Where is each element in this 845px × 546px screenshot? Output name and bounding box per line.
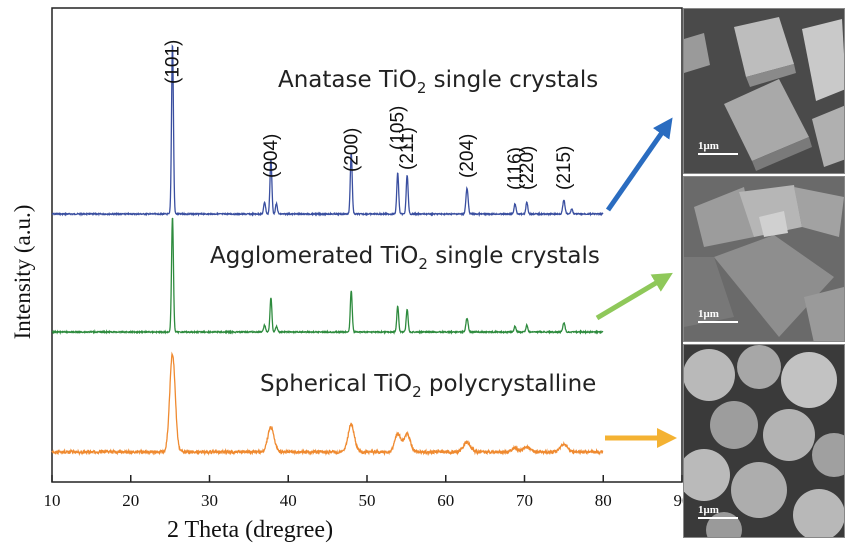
- peak-label: (200): [341, 128, 362, 172]
- y-axis-label: Intensity (a.u.): [10, 205, 35, 340]
- sem-1-scale-bar: 1μm: [698, 140, 760, 155]
- x-tick-label: 60: [437, 491, 454, 510]
- peak-label: (204): [457, 134, 478, 178]
- series-labels: Anatase TiO2 single crystals Agglomerated…: [210, 67, 600, 401]
- x-ticks: 10 20 30 40 50 60 70 80 90: [44, 475, 691, 510]
- x-tick-label: 80: [595, 491, 612, 510]
- series-label-3: Spherical TiO2 polycrystalline: [260, 371, 596, 401]
- sem-1-texture: [684, 9, 844, 173]
- series-layer: [51, 44, 604, 457]
- sem-image-agglomerated: 1μm: [683, 176, 845, 342]
- arrow-to-sem-1: [605, 117, 673, 212]
- x-tick-label: 30: [201, 491, 218, 510]
- peak-label: (116): [505, 147, 526, 190]
- arrows: [595, 117, 677, 448]
- peak-labels: (101) (004) (200) (105)(211) (204) (116)(220)…: [162, 40, 574, 190]
- sem-3-texture: [684, 345, 844, 537]
- sem-image-spherical: 1μm: [683, 344, 845, 538]
- series-label-1: Anatase TiO2 single crystals: [278, 67, 598, 97]
- series-line-1: [51, 44, 604, 218]
- x-tick-label: 40: [280, 491, 297, 510]
- sem-3-scale-bar: 1μm: [698, 504, 760, 519]
- series-label-2: Agglomerated TiO2 single crystals: [210, 243, 600, 273]
- sem-1-scale-label: 1μm: [698, 140, 719, 152]
- sem-image-single-crystals: 1μm: [683, 8, 845, 174]
- peak-label: (004): [261, 134, 282, 178]
- x-tick-label: 50: [359, 491, 376, 510]
- peak-label: (105): [388, 106, 409, 150]
- sem-2-scale-label: 1μm: [698, 308, 719, 320]
- x-axis-label: 2 Theta (dregree): [167, 517, 333, 543]
- series-line-3: [51, 351, 604, 457]
- peak-label: (215): [554, 146, 575, 190]
- sem-3-scale-label: 1μm: [698, 504, 719, 516]
- x-tick-label: 20: [122, 491, 139, 510]
- arrow-to-sem-2: [595, 272, 673, 321]
- sem-2-scale-bar: 1μm: [698, 308, 760, 323]
- series-line-2: [51, 217, 604, 336]
- peak-label: (101): [162, 40, 183, 84]
- sem-2-texture: [684, 177, 844, 341]
- x-tick-label: 10: [44, 491, 61, 510]
- peak-label: (220): [517, 146, 538, 190]
- x-tick-label: 70: [516, 491, 533, 510]
- peak-label: (211): [397, 127, 418, 170]
